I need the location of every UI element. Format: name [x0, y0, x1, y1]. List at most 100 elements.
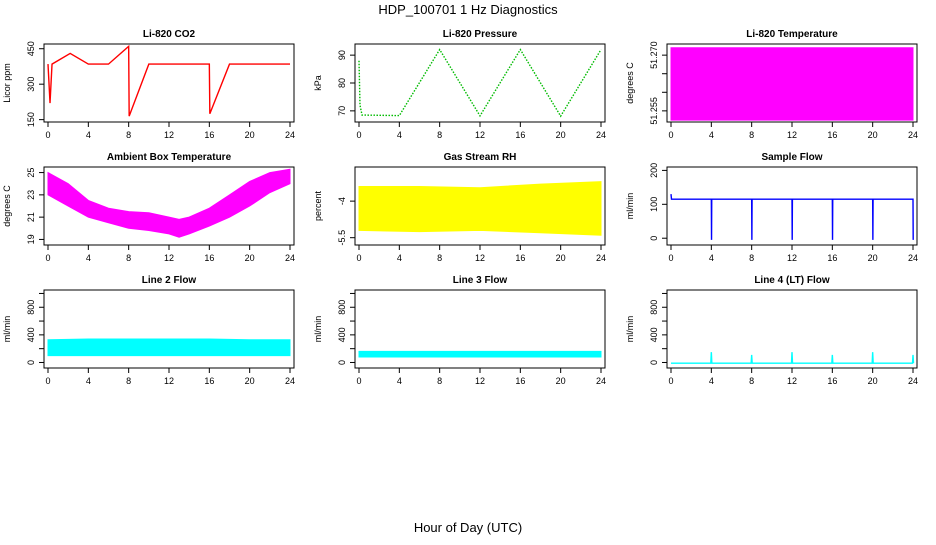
panel-title: Sample Flow	[761, 152, 822, 163]
y-tick-label: 400	[26, 327, 36, 342]
x-tick-label: 20	[245, 130, 255, 140]
x-tick-label: 0	[45, 130, 50, 140]
panel-li-820-temperature: Li-820 Temperature degrees C 0 4 8 12 16 20 24 51…	[625, 29, 918, 140]
x-tick-label: 16	[204, 130, 214, 140]
panel-title: Ambient Box Temperature	[107, 152, 232, 163]
x-tick-label: 24	[908, 253, 918, 263]
x-tick-label: 0	[668, 253, 673, 263]
x-tick-label: 12	[164, 130, 174, 140]
y-tick-label: 400	[649, 327, 659, 342]
x-tick-label: 16	[515, 253, 525, 263]
plot-frame	[43, 289, 295, 369]
y-tick-label: 25	[26, 168, 36, 178]
data-line	[47, 44, 290, 117]
x-tick-label: 8	[126, 130, 131, 140]
x-tick-label: 20	[868, 130, 878, 140]
y-tick-label: 23	[26, 190, 36, 200]
data-band	[358, 350, 602, 358]
plot-frame	[354, 43, 606, 123]
y-tick-label: 800	[649, 300, 659, 315]
x-tick-label: 8	[126, 253, 131, 263]
y-tick-label: 0	[649, 360, 659, 365]
y-tick-label: -4	[337, 197, 347, 205]
x-tick-label: 0	[356, 376, 361, 386]
data-band	[358, 181, 602, 236]
x-tick-label: 20	[868, 253, 878, 263]
y-tick-label: 21	[26, 212, 36, 222]
x-tick-label: 0	[356, 253, 361, 263]
x-tick-label: 0	[45, 376, 50, 386]
x-tick-label: 24	[908, 130, 918, 140]
y-tick-label: 800	[26, 300, 36, 315]
x-tick-label: 24	[285, 253, 295, 263]
x-tick-label: 20	[556, 253, 566, 263]
x-tick-label: 0	[668, 130, 673, 140]
y-tick-label: 200	[649, 163, 659, 178]
x-tick-label: 16	[827, 253, 837, 263]
x-tick-label: 8	[749, 376, 754, 386]
panel-line-2-flow: Line 2 Flow ml/min 0 4 8 12 16 20 24 0 400 800	[2, 275, 295, 386]
x-tick-label: 20	[556, 130, 566, 140]
panel-li-820-co2: Li-820 CO2 Licor ppm 0 4 8 12 16 20 24 150 300 450	[2, 29, 295, 140]
y-tick-label: 90	[337, 50, 347, 60]
panel-sample-flow: Sample Flow ml/min 0 4 8 12 16 20 24 0 100 200	[625, 152, 918, 263]
panel-title: Li-820 Temperature	[746, 29, 838, 40]
panel-ylabel: degrees C	[625, 62, 635, 104]
x-tick-label: 12	[475, 376, 485, 386]
panel-gas-stream-rh: Gas Stream RH percent 0 4 8 12 16 20 24 -5.5 -4	[313, 152, 606, 263]
panel-title: Line 4 (LT) Flow	[754, 275, 830, 286]
y-tick-label: 300	[26, 77, 36, 92]
x-tick-label: 0	[45, 253, 50, 263]
y-tick-label: 0	[337, 360, 347, 365]
x-tick-label: 12	[475, 253, 485, 263]
panel-title: Line 3 Flow	[453, 275, 508, 286]
x-tick-label: 20	[245, 376, 255, 386]
panel-title: Li-820 CO2	[143, 29, 196, 40]
panel-ylabel: degrees C	[2, 185, 12, 227]
x-tick-label: 16	[204, 376, 214, 386]
x-tick-label: 4	[397, 130, 402, 140]
x-tick-label: 16	[827, 376, 837, 386]
y-tick-label: 400	[337, 327, 347, 342]
panel-line-3-flow: Line 3 Flow ml/min 0 4 8 12 16 20 24 0 400 800	[313, 275, 606, 386]
figure-xlabel: Hour of Day (UTC)	[414, 520, 522, 535]
x-tick-label: 12	[787, 253, 797, 263]
x-tick-label: 20	[245, 253, 255, 263]
x-tick-label: 24	[285, 376, 295, 386]
x-tick-label: 12	[787, 130, 797, 140]
x-tick-label: 20	[868, 376, 878, 386]
x-tick-label: 12	[787, 376, 797, 386]
data-line	[671, 352, 915, 364]
plot-frame	[43, 43, 295, 123]
y-tick-label: 100	[649, 197, 659, 212]
x-tick-label: 8	[126, 376, 131, 386]
panel-title: Line 2 Flow	[142, 275, 197, 286]
x-tick-label: 24	[596, 376, 606, 386]
x-tick-label: 4	[86, 376, 91, 386]
x-tick-label: 16	[204, 253, 214, 263]
x-tick-label: 0	[356, 130, 361, 140]
panel-ylabel: percent	[313, 190, 323, 221]
x-tick-label: 8	[749, 130, 754, 140]
y-tick-label: 0	[26, 360, 36, 365]
x-tick-label: 4	[86, 130, 91, 140]
y-tick-label: 80	[337, 78, 347, 88]
data-band	[47, 338, 291, 357]
y-tick-label: 70	[337, 106, 347, 116]
x-tick-label: 4	[397, 376, 402, 386]
x-tick-label: 4	[709, 253, 714, 263]
y-tick-label: -5.5	[337, 230, 347, 246]
y-tick-label: 19	[26, 234, 36, 244]
data-line	[358, 48, 602, 118]
x-tick-label: 24	[596, 253, 606, 263]
x-tick-label: 8	[749, 253, 754, 263]
data-band	[670, 47, 914, 121]
panel-ambient-box-temperature: Ambient Box Temperature degrees C 0 4 8 12 16 2…	[2, 152, 295, 263]
x-tick-label: 16	[515, 376, 525, 386]
x-tick-label: 16	[827, 130, 837, 140]
y-tick-label: 450	[26, 41, 36, 56]
x-tick-label: 0	[668, 376, 673, 386]
x-tick-label: 12	[164, 376, 174, 386]
